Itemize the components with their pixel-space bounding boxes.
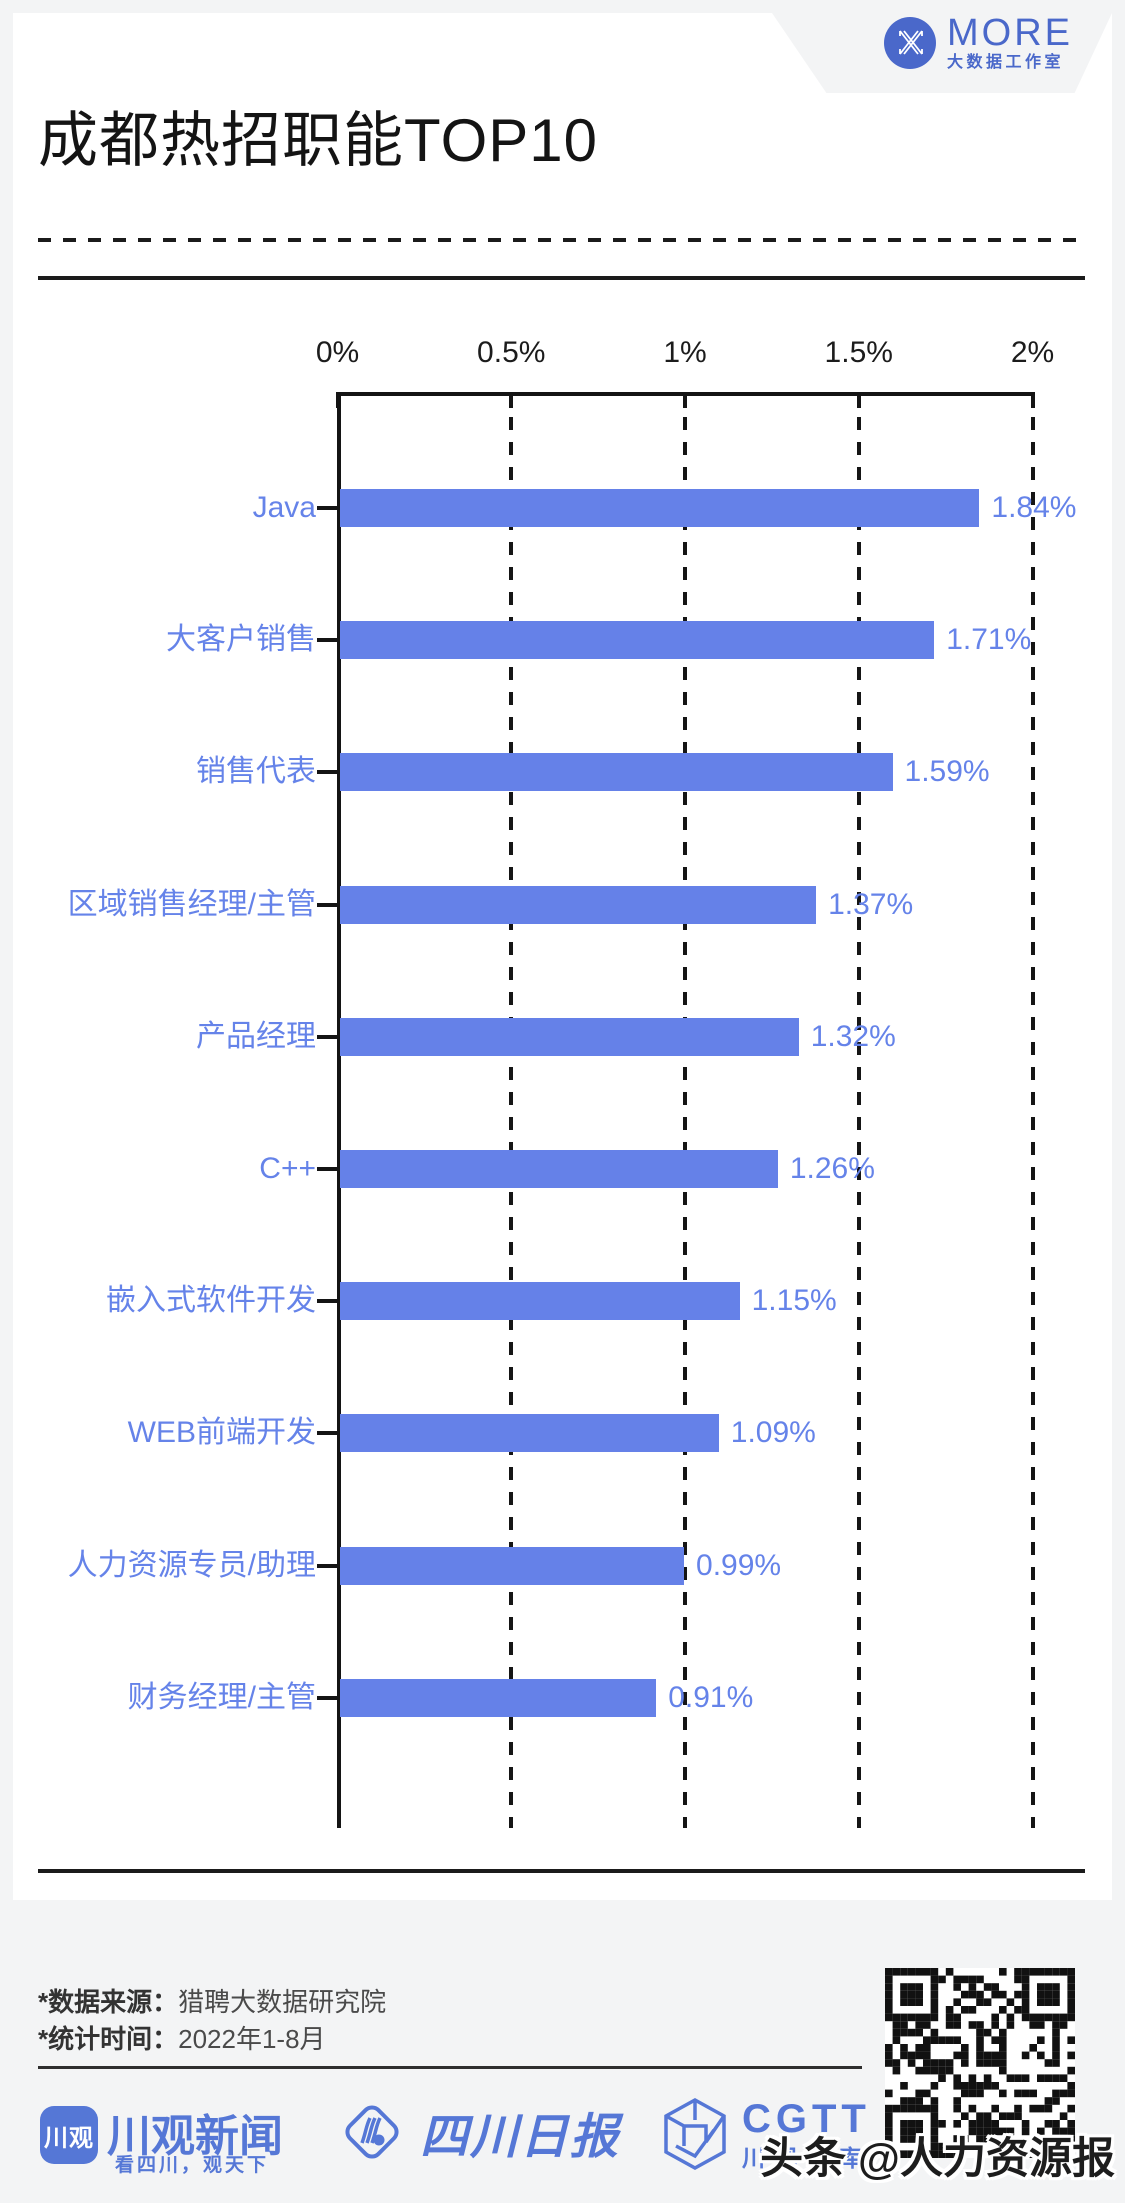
source-label: *数据来源： <box>38 1987 179 2017</box>
brand-logo: MORE 大数据工作室 <box>883 14 1073 71</box>
more-logo-icon <box>884 16 936 69</box>
chuanguan-news-logo: 川观新闻 <box>107 2112 283 2161</box>
solid-divider <box>38 276 1085 280</box>
infographic-card <box>13 13 1112 1900</box>
footer-divider <box>38 2066 862 2069</box>
period-value: 2022年1-8月 <box>178 2024 326 2054</box>
period-note-line: *统计时间：2022年1-8月 <box>38 2021 386 2058</box>
cgtt-logo: CGTT 川观智库 <box>662 2094 871 2174</box>
cgtt-name: CGTT <box>742 2096 871 2141</box>
header-logo-area <box>772 13 1112 93</box>
watermark-text: 头条 @人力资源报 <box>760 2135 1115 2183</box>
dashed-divider <box>38 238 1085 242</box>
cgtt-subtitle: 川观智库 <box>742 2144 870 2171</box>
source-value: 猎聘大数据研究院 <box>178 1987 387 2017</box>
chuanguan-badge-text: 川观 <box>44 2124 94 2152</box>
source-note-line: *数据来源：猎聘大数据研究院 <box>38 1984 386 2021</box>
chart-bottom-divider <box>38 1869 1085 1873</box>
brand-subtitle: 大数据工作室 <box>947 54 1065 71</box>
qr-code <box>885 1968 1075 2158</box>
chuanguan-tagline: 看四川，观天下 <box>115 2155 270 2176</box>
cgtt-cube-icon <box>664 2098 726 2170</box>
sichuan-daily-emblem-icon <box>345 2105 399 2159</box>
page-title: 成都热招职能TOP10 <box>38 107 598 174</box>
sichuan-daily-name: 四川日报 <box>420 2111 621 2164</box>
sichuan-daily-logo: 四川日报 <box>336 2096 620 2168</box>
chuanguan-app-icon: 川观 <box>40 2106 98 2164</box>
period-label: *统计时间： <box>38 2024 179 2054</box>
source-notes: *数据来源：猎聘大数据研究院 *统计时间：2022年1-8月 <box>38 1984 386 2058</box>
brand-name: MORE <box>947 12 1073 54</box>
